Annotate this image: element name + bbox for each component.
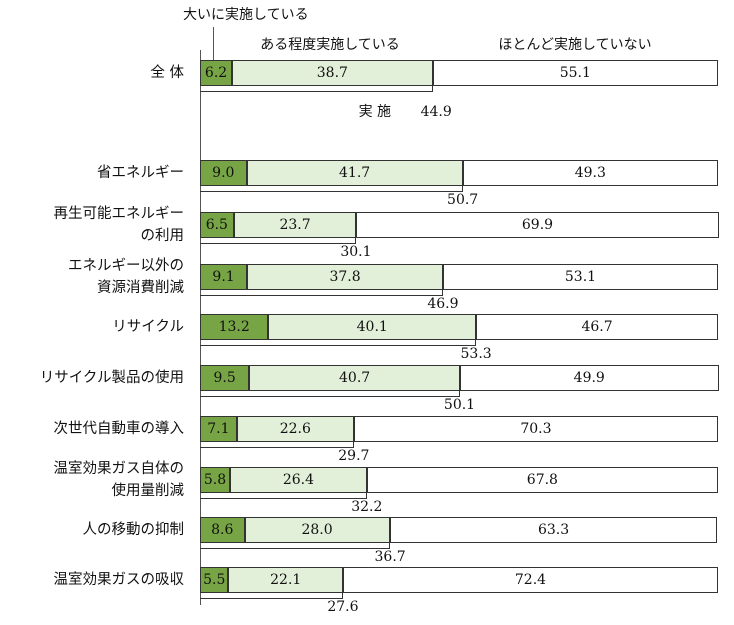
bar-segment: [200, 517, 245, 543]
legend-label: ある程度実施している: [260, 37, 400, 53]
bar-segment: [432, 60, 718, 86]
value-label: 8.6: [211, 522, 234, 538]
category-label: 温室効果ガスの吸収: [53, 572, 185, 588]
bar-segment: [236, 416, 354, 442]
category-label: エネルギー以外の 資源消費削減: [68, 258, 184, 296]
value-label: 28.0: [301, 522, 333, 538]
total-bracket: [200, 593, 343, 599]
value-label: 40.1: [356, 319, 388, 335]
value-label: 9.1: [212, 269, 235, 285]
total-bracket: [200, 340, 477, 346]
category-label: 全 体: [150, 65, 184, 81]
bar-segment: [389, 517, 718, 543]
value-label: 22.1: [270, 572, 302, 588]
bar-segment: [462, 160, 718, 186]
value-label: 70.3: [520, 421, 552, 437]
value-label: 7.1: [207, 421, 230, 437]
bar-segment: [356, 212, 719, 238]
total-label: 32.2: [351, 499, 383, 515]
total-label: 50.1: [443, 397, 476, 413]
total-bracket: [200, 543, 391, 549]
value-label: 6.2: [204, 65, 228, 81]
value-label: 13.2: [218, 319, 250, 335]
value-label: 37.8: [329, 269, 361, 285]
bar-segment: [200, 264, 248, 290]
value-label: 38.7: [316, 65, 348, 81]
total-bracket: [200, 493, 367, 499]
category-label: 温室効果ガス自体の 使用量削減: [53, 461, 185, 499]
total-name: 実 施: [358, 104, 392, 120]
value-label: 67.8: [526, 472, 558, 488]
value-label: 41.7: [339, 165, 371, 181]
category-label: 人の移動の抑制: [82, 522, 185, 538]
value-label: 49.3: [574, 165, 606, 181]
bar-segment: [200, 212, 234, 238]
total-bracket: [200, 238, 356, 244]
value-label: 63.3: [537, 522, 570, 538]
bar-segment: [353, 416, 718, 442]
value-label: 5.8: [203, 472, 227, 488]
bar-segment: [200, 567, 229, 593]
category-label: リサイクル製品の使用: [39, 370, 184, 386]
bar-segment: [268, 314, 477, 340]
legend-label: 大いに実施している: [183, 7, 309, 23]
bar-segment: [200, 160, 247, 186]
total-label: 27.6: [327, 599, 359, 615]
bar-segment: [247, 264, 443, 290]
category-label: 再生可能エネルギー の利用: [53, 206, 185, 244]
total-label: 53.3: [460, 346, 492, 362]
value-label: 40.7: [339, 370, 371, 386]
value-label: 53.1: [564, 269, 597, 285]
total-bracket: [200, 290, 443, 296]
value-label: 5.5: [203, 572, 226, 588]
total-label: 29.7: [338, 448, 370, 464]
value-label: 6.5: [205, 217, 228, 233]
value-label: 23.7: [279, 217, 311, 233]
bar-segment: [200, 467, 231, 493]
bar-segment: [200, 314, 269, 340]
value-label: 49.9: [573, 370, 605, 386]
bar-segment: [342, 567, 718, 593]
bar-segment: [200, 60, 233, 86]
bar-segment: [244, 517, 390, 543]
total-bracket: [200, 442, 354, 448]
bar-segment: [476, 314, 718, 340]
total-label: 30.1: [340, 244, 372, 260]
total-label: 46.9: [427, 296, 459, 312]
value-label: 72.4: [514, 572, 547, 588]
value-label: 9.5: [213, 370, 236, 386]
value-label: 69.9: [521, 217, 554, 233]
category-label: リサイクル: [112, 319, 184, 335]
legend-pointer: [213, 27, 214, 60]
bar-segment: [460, 365, 719, 391]
bar-segment: [200, 365, 250, 391]
total-label: 50.7: [447, 192, 479, 208]
bar-segment: [230, 467, 367, 493]
value-label: 9.0: [212, 165, 235, 181]
legend-label: ほとんど実施していない: [498, 37, 652, 53]
value-label: 46.7: [581, 319, 613, 335]
bar-segment: [228, 567, 343, 593]
total-bracket: [200, 186, 463, 192]
total-bracket: [200, 391, 460, 397]
total-bracket: [200, 86, 433, 92]
bar-segment: [200, 416, 237, 442]
value-label: 55.1: [559, 65, 591, 81]
bar-segment: [249, 365, 461, 391]
value-label: 22.6: [279, 421, 311, 437]
category-label: 次世代自動車の導入: [53, 421, 185, 437]
bar-segment: [442, 264, 718, 290]
category-label: 省エネルギー: [97, 165, 184, 181]
bar-segment: [246, 160, 463, 186]
bar-segment: [233, 212, 357, 238]
total-label: 36.7: [374, 549, 406, 565]
total-label: 44.9: [420, 104, 452, 120]
bar-segment: [366, 467, 718, 493]
bar-segment: [232, 60, 433, 86]
value-label: 26.4: [282, 472, 314, 488]
